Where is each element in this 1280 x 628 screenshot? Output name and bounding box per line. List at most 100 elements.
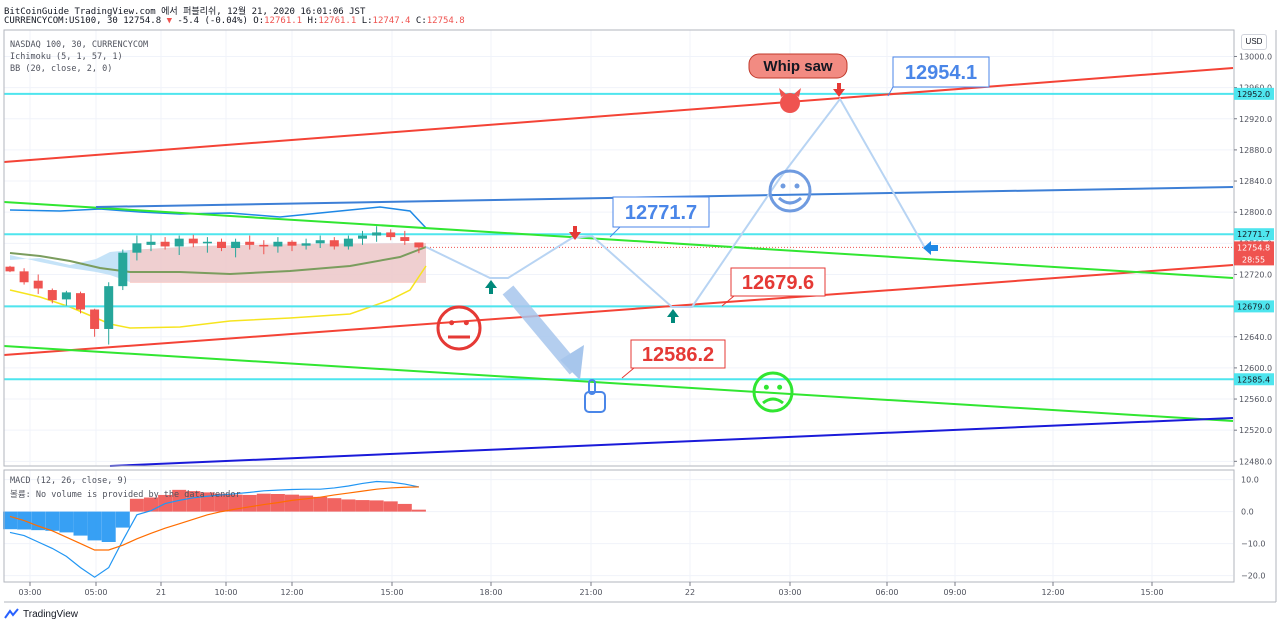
callout-pointer xyxy=(721,295,735,307)
candle-body xyxy=(47,290,57,301)
change: -5.4 (-0.04%) xyxy=(177,16,248,26)
open-label: O: xyxy=(253,16,265,26)
candle-body xyxy=(33,280,43,289)
callout-pointer xyxy=(609,226,621,238)
lower-red-trendline xyxy=(3,264,1234,356)
low-value: 12747.4 xyxy=(372,16,411,26)
price-level-tag xyxy=(1234,373,1274,386)
up-arrow-icon xyxy=(667,309,679,323)
legend-macd[interactable]: MACD (12, 26, close, 9) xyxy=(10,476,128,486)
candle-body xyxy=(5,266,15,272)
projected-path xyxy=(425,97,926,308)
label-12771-box xyxy=(612,196,710,228)
price-tick-label: 12880.0 xyxy=(1239,146,1272,155)
label-12586-box xyxy=(630,339,726,369)
time-tick-label: 12:00 xyxy=(280,588,303,597)
macd-histogram-bar xyxy=(285,494,299,512)
devil-horn xyxy=(779,88,786,97)
legend-symbol[interactable]: NASDAQ 100, 30, CURRENCYCOM xyxy=(10,40,149,50)
macd-histogram-bar xyxy=(129,498,144,512)
macd-histogram-bar xyxy=(3,511,17,530)
ohlc-header: CURRENCYCOM:US100, 30 12754.8 ▼ -5.4 (-0… xyxy=(4,16,465,26)
macd-histogram-bar xyxy=(101,511,116,542)
macd-histogram-bar xyxy=(313,496,328,512)
callout-pointer xyxy=(887,86,894,97)
candle-body xyxy=(400,237,410,241)
macd-tick-label: 0.0 xyxy=(1241,508,1254,517)
candle-body xyxy=(231,241,241,248)
symbol-label: CURRENCYCOM:US100, 30 xyxy=(4,16,118,26)
time-tick-label: 15:00 xyxy=(1140,588,1163,597)
devil-horn xyxy=(794,88,801,97)
face-mouth xyxy=(762,397,784,405)
time-tick-label: 05:00 xyxy=(84,588,107,597)
macd-histogram-bar xyxy=(45,511,60,531)
candle-body xyxy=(358,235,367,239)
label-12954-box xyxy=(892,56,990,88)
high-label: H: xyxy=(307,16,319,26)
candle-body xyxy=(287,241,297,246)
label-12771: 12771.7 xyxy=(625,202,697,224)
neutral-face-icon xyxy=(436,305,482,351)
time-tick-label: 10:00 xyxy=(214,588,237,597)
face-mouth xyxy=(777,196,803,205)
time-tick-label: 22 xyxy=(685,588,695,597)
high-value: 12761.1 xyxy=(318,16,357,26)
candle-body xyxy=(245,241,255,245)
candle-body xyxy=(160,241,170,247)
macd-tick-label: −20.0 xyxy=(1241,572,1266,581)
candle-body xyxy=(104,286,114,329)
whipsaw-bubble xyxy=(748,53,848,79)
ichimoku-base-line xyxy=(9,246,427,276)
price-tick-label: 12600.0 xyxy=(1239,364,1272,373)
callout-pointer xyxy=(621,367,635,379)
close-label: C: xyxy=(415,16,427,26)
candle-body xyxy=(19,271,29,283)
macd-histogram-bar xyxy=(355,500,370,512)
candle-body xyxy=(188,238,198,244)
price-level-label: 12585.4 xyxy=(1237,375,1270,384)
candle-body xyxy=(372,232,382,236)
pointing-hand-icon xyxy=(584,391,606,413)
face-eye xyxy=(780,183,786,189)
price-tick-label: 12560.0 xyxy=(1239,395,1272,404)
macd-tick-label: −10.0 xyxy=(1241,540,1266,549)
macd-tick-label: 10.0 xyxy=(1241,476,1259,485)
label-12586: 12586.2 xyxy=(642,344,714,366)
candles xyxy=(5,226,424,345)
signal-line xyxy=(9,486,419,551)
currency-button[interactable]: USD xyxy=(1241,34,1267,50)
price-tick-label: 12640.0 xyxy=(1239,333,1272,342)
low-label: L: xyxy=(361,16,373,26)
trend-lines xyxy=(3,67,1234,467)
macd-pane xyxy=(3,480,426,578)
face-eye xyxy=(777,384,783,390)
candle-body xyxy=(315,240,325,244)
projection-drawings: 12954.1 12771.7 12679.6 12586.2 Whip saw xyxy=(425,53,990,413)
macd-histogram-bar xyxy=(397,503,412,512)
last-price-label: 12754.8 xyxy=(1237,243,1270,252)
candle-body xyxy=(217,241,226,248)
tradingview-logo[interactable]: TradingView xyxy=(4,608,78,620)
face-eye xyxy=(449,320,455,326)
time-tick-label: 03:00 xyxy=(778,588,801,597)
macd-histogram-bar xyxy=(327,498,342,512)
candle-body xyxy=(174,238,184,247)
open-value: 12761.1 xyxy=(264,16,303,26)
time-tick-label: 18:00 xyxy=(479,588,502,597)
price-level-label: 12771.7 xyxy=(1237,230,1270,239)
price-level-tag xyxy=(1234,300,1274,313)
time-tick-label: 21:00 xyxy=(579,588,602,597)
macd-pane-frame xyxy=(3,469,1235,583)
up-arrow-icon xyxy=(485,280,497,294)
down-triangle-icon: ▼ xyxy=(166,16,172,26)
price-level-tag xyxy=(1234,87,1274,100)
close-value: 12754.8 xyxy=(426,16,465,26)
legend-bb[interactable]: BB (20, close, 2, 0) xyxy=(10,64,113,74)
time-tick-label: 15:00 xyxy=(380,588,403,597)
label-12679: 12679.6 xyxy=(742,272,814,294)
macd-histogram-bar xyxy=(411,509,426,512)
time-tick-label: 12:00 xyxy=(1041,588,1064,597)
legend-ichimoku[interactable]: Ichimoku (5, 1, 57, 1) xyxy=(10,52,123,62)
